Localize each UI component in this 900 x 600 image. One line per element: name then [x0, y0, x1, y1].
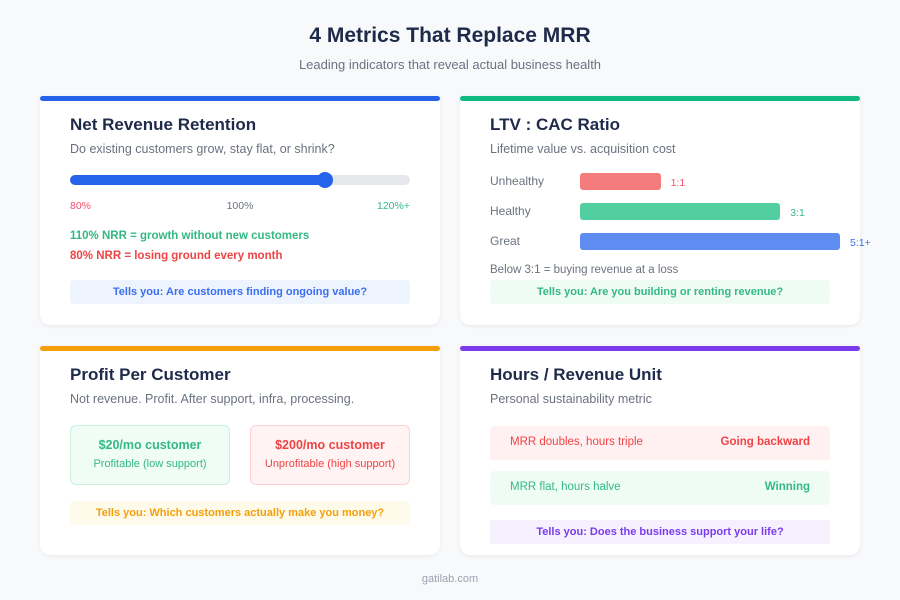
- nrr-bad-note: 80% NRR = losing ground every month: [70, 250, 283, 262]
- card-hours-revenue-unit: Hours / Revenue Unit Personal sustainabi…: [460, 346, 860, 555]
- card-accent-bar: [40, 346, 440, 351]
- box-title: $20/mo customer: [98, 438, 202, 452]
- card-accent-bar: [40, 96, 440, 101]
- ltv-bar-value: 3:1: [790, 207, 805, 219]
- nrr-slider-fill: [70, 175, 325, 185]
- row-text: MRR flat, hours halve: [510, 481, 621, 493]
- nrr-slider-thumb[interactable]: [317, 172, 333, 188]
- profitable-customer-box: $20/mo customer Profitable (low support): [70, 425, 230, 485]
- scale-label-low: 80%: [70, 200, 92, 212]
- row-text: MRR doubles, hours triple: [510, 436, 643, 448]
- ltv-bar-value: 5:1+: [850, 237, 871, 249]
- scale-label-mid: 100%: [226, 200, 254, 212]
- page-subtitle: Leading indicators that reveal actual bu…: [298, 57, 602, 72]
- card-accent-bar: [460, 346, 860, 351]
- nrr-slider[interactable]: [70, 172, 410, 188]
- tells-you-box: Tells you: Does the business support you…: [490, 520, 830, 544]
- card-profit-per-customer: Profit Per Customer Not revenue. Profit.…: [40, 346, 440, 555]
- card-subtitle: Do existing customers grow, stay flat, o…: [70, 142, 335, 156]
- card-accent-bar: [460, 96, 860, 101]
- row-verdict: Going backward: [720, 436, 810, 448]
- scale-label-high: 120%+: [377, 200, 410, 212]
- tells-you-box: Tells you: Are you building or renting r…: [490, 280, 830, 304]
- ltv-bar: [580, 173, 661, 190]
- card-title: Net Revenue Retention: [70, 115, 257, 134]
- tells-you-box: Tells you: Which customers actually make…: [70, 501, 410, 525]
- card-subtitle: Not revenue. Profit. After support, infr…: [70, 392, 355, 406]
- ltv-bar: [580, 233, 840, 250]
- ltv-row-label: Healthy: [490, 204, 531, 218]
- footer-site: gatilab.com: [421, 573, 479, 585]
- tells-you-box: Tells you: Are customers finding ongoing…: [70, 280, 410, 304]
- card-ltv-cac-ratio: LTV : CAC Ratio Lifetime value vs. acqui…: [460, 96, 871, 325]
- hours-row-backward: MRR doubles, hours triple Going backward: [490, 426, 830, 460]
- card-net-revenue-retention: Net Revenue Retention Do existing custom…: [40, 96, 440, 325]
- card-title: LTV : CAC Ratio: [490, 115, 621, 134]
- unprofitable-customer-box: $200/mo customer Unprofitable (high supp…: [250, 425, 410, 485]
- card-subtitle: Lifetime value vs. acquisition cost: [490, 142, 676, 156]
- hours-row-winning: MRR flat, hours halve Winning: [490, 471, 830, 505]
- ltv-note: Below 3:1 = buying revenue at a loss: [490, 264, 679, 276]
- ltv-bar-value: 1:1: [670, 177, 686, 189]
- box-title: $200/mo customer: [275, 438, 385, 452]
- card-subtitle: Personal sustainability metric: [490, 392, 652, 406]
- page-title: 4 Metrics That Replace MRR: [309, 24, 591, 47]
- ltv-bar: [580, 203, 781, 220]
- ltv-row-label: Great: [490, 234, 521, 248]
- ltv-row-label: Unhealthy: [490, 174, 545, 188]
- card-title: Profit Per Customer: [70, 365, 231, 384]
- box-desc: Profitable (low support): [93, 458, 207, 470]
- nrr-good-note: 110% NRR = growth without new customers: [70, 230, 310, 242]
- box-desc: Unprofitable (high support): [264, 458, 396, 470]
- card-title: Hours / Revenue Unit: [490, 365, 662, 384]
- row-verdict: Winning: [764, 481, 810, 493]
